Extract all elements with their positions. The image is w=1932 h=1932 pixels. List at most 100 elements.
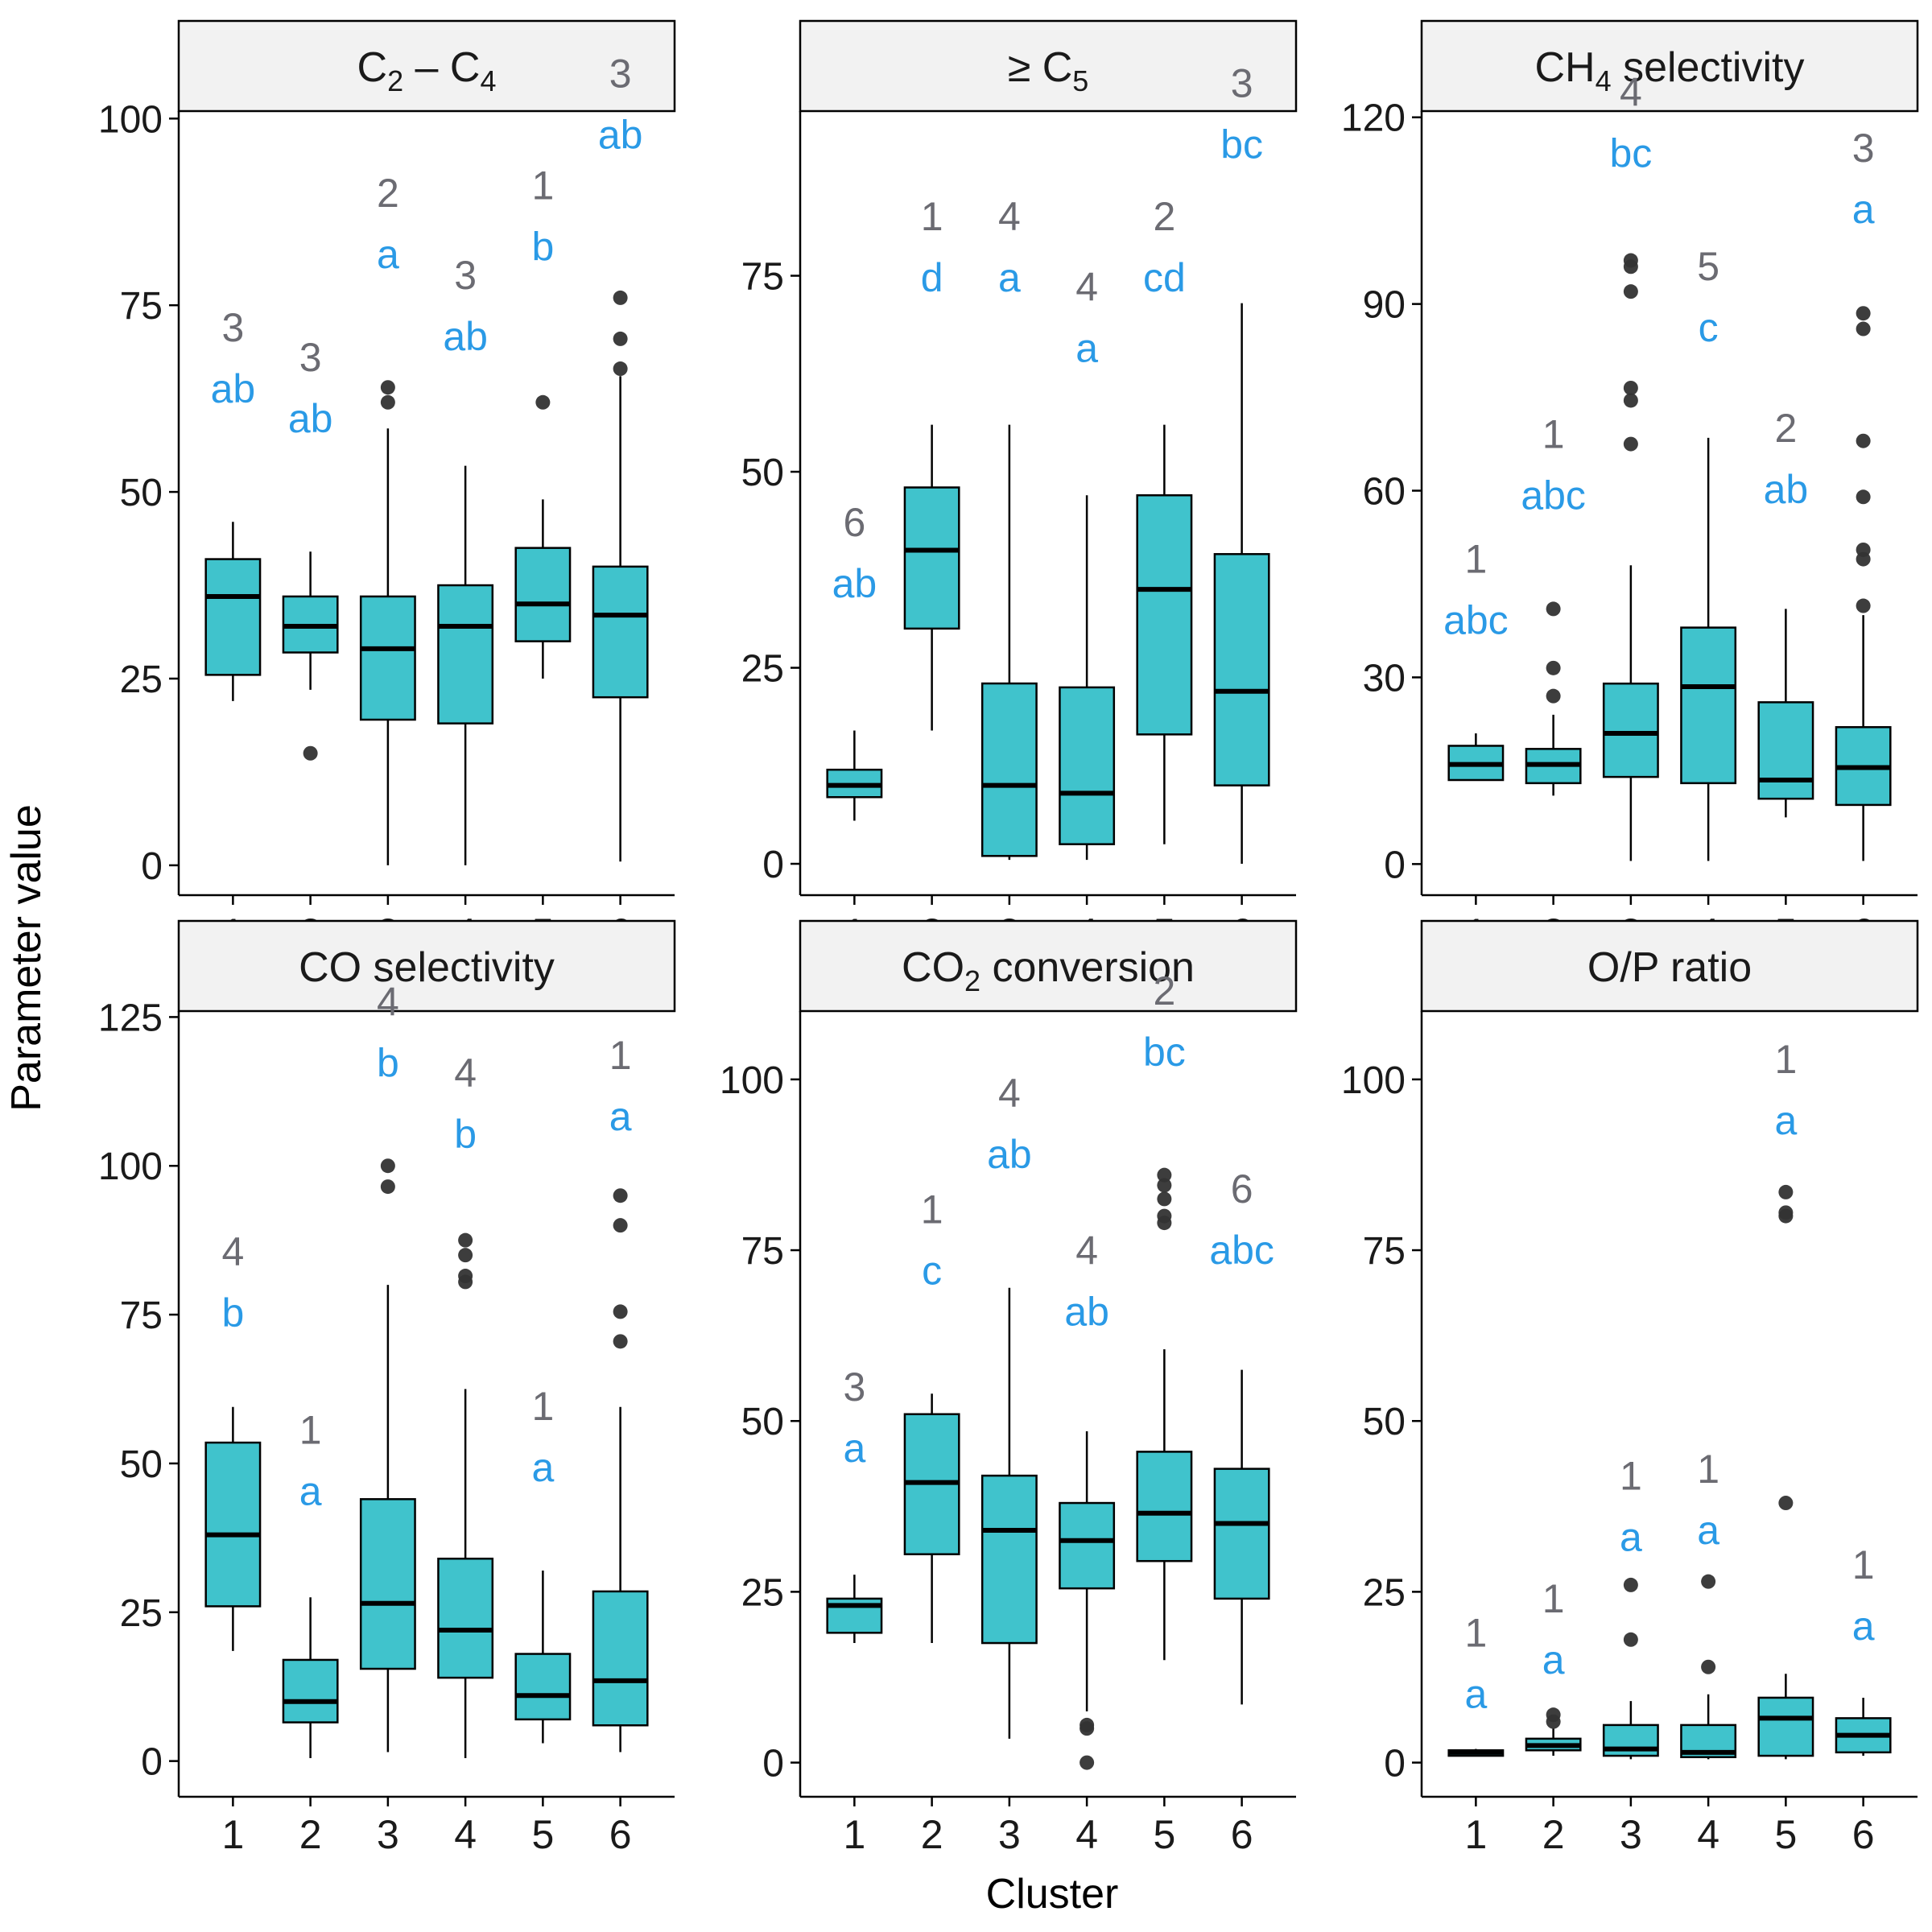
box-cluster-3: b4 <box>359 979 416 1752</box>
group-letter: ab <box>443 314 488 359</box>
group-count: 4 <box>377 979 399 1024</box>
y-tick-label: 75 <box>1363 1230 1406 1273</box>
box-cluster-4: b4 <box>437 1051 494 1758</box>
y-tick-label: 0 <box>762 1743 784 1785</box>
group-letter: b <box>221 1290 244 1335</box>
group-count: 6 <box>1231 1166 1253 1212</box>
outlier-point <box>1157 1178 1172 1193</box>
facet-title-part: 5 <box>1072 64 1088 97</box>
outlier-point <box>1778 1496 1794 1511</box>
outlier-point <box>1623 284 1638 299</box>
outlier-point <box>458 1248 473 1263</box>
facet-strip <box>177 919 676 1013</box>
box-cluster-3: a4 <box>980 194 1038 861</box>
facet-strip <box>1420 919 1919 1013</box>
group-letter: a <box>609 1094 632 1139</box>
box-cluster-2: a1 <box>282 1408 339 1758</box>
group-count: 3 <box>609 51 632 96</box>
outlier-point <box>380 1179 395 1195</box>
y-tick-label: 25 <box>741 648 784 691</box>
y-tick-label: 25 <box>1363 1571 1406 1614</box>
outlier-point <box>1856 306 1871 321</box>
group-count: 1 <box>1542 412 1565 457</box>
box-cluster-6: abc 6 <box>1209 1166 1274 1705</box>
group-letter: c <box>922 1248 942 1293</box>
group-count: 1 <box>921 1187 943 1232</box>
box-cluster-2: c1 <box>903 1187 960 1644</box>
outlier-point <box>1856 321 1871 336</box>
facet-title: CH4 selectivity <box>1535 44 1805 97</box>
box-cluster-4: c5 <box>1680 244 1737 861</box>
group-letter: ab <box>1064 1289 1109 1334</box>
y-tick-label: 125 <box>98 997 163 1039</box>
group-count: 1 <box>1774 1037 1797 1082</box>
group-letter: c <box>1699 305 1719 350</box>
x-tick-label: 4 <box>1075 1812 1098 1857</box>
x-tick-label: 2 <box>299 1812 322 1857</box>
x-tick-label: 3 <box>1620 1812 1642 1857</box>
outlier-point <box>1856 542 1871 557</box>
group-count: 1 <box>609 1033 632 1078</box>
group-letter: a <box>1464 1672 1487 1717</box>
facet-panel-2: ≥ C50255075123456ab6d1a4a4cd2bc3 <box>741 19 1298 956</box>
y-tick-label: 50 <box>120 1443 163 1486</box>
outlier-point <box>1080 1755 1095 1770</box>
box-cluster-5: a1 <box>1757 1037 1814 1760</box>
box-iqr <box>980 682 1038 857</box>
box-cluster-2: d1 <box>903 194 960 731</box>
group-count: 4 <box>454 1051 477 1096</box>
facet-title-part: conversion <box>980 944 1195 991</box>
group-count: 1 <box>1620 1453 1642 1498</box>
y-tick-label: 60 <box>1363 471 1406 514</box>
box-iqr <box>903 486 960 630</box>
box-iqr <box>1136 1451 1193 1563</box>
group-letter: a <box>1852 187 1875 232</box>
facet-title-part: 2 <box>964 964 980 997</box>
outlier-point <box>1856 489 1871 505</box>
facet-strip <box>799 19 1298 113</box>
x-tick-label: 2 <box>921 1812 943 1857</box>
x-tick-label: 5 <box>531 1812 554 1857</box>
facet-strip <box>799 919 1298 1013</box>
box-cluster-6: a1 <box>1835 1542 1892 1757</box>
x-tick-label: 1 <box>1464 1812 1487 1857</box>
group-letter: abc <box>1209 1228 1274 1273</box>
group-count: 1 <box>1697 1447 1719 1492</box>
facet-title-part: selectivity <box>1612 44 1805 91</box>
outlier-point <box>458 1269 473 1284</box>
facet-title-part: CO <box>902 944 964 991</box>
box-iqr <box>1059 686 1116 845</box>
facet-panels: C2 – C40255075100123456ab3ab3a2ab3b1ab3≥… <box>98 19 1919 1857</box>
y-tick-label: 75 <box>120 1294 163 1337</box>
box-cluster-6: ab 3 <box>592 51 649 862</box>
group-count: 1 <box>531 163 554 208</box>
group-letter: a <box>1620 1514 1642 1559</box>
group-letter: ab <box>987 1132 1032 1177</box>
group-letter: a <box>1852 1604 1875 1649</box>
facet-title: CO2 conversion <box>902 944 1195 997</box>
group-letter: ab <box>832 561 877 606</box>
y-tick-label: 25 <box>120 1592 163 1635</box>
box-iqr <box>592 1590 649 1727</box>
facet-title-part: 2 <box>387 64 403 97</box>
outlier-point <box>1080 1717 1095 1732</box>
outlier-point <box>535 394 551 410</box>
box-iqr <box>1757 701 1814 800</box>
group-count: 1 <box>1852 1542 1875 1587</box>
facet-panel-1: C2 – C40255075100123456ab3ab3a2ab3b1ab3 <box>98 19 676 956</box>
y-tick-label: 75 <box>120 285 163 328</box>
facet-strip <box>1420 19 1919 113</box>
box-cluster-1: abc 1 <box>1443 536 1509 782</box>
x-tick-label: 4 <box>454 1812 477 1857</box>
box-cluster-6: bc 3 <box>1213 60 1270 865</box>
outlier-point <box>1623 1632 1638 1647</box>
box-cluster-3: bc 4 <box>1602 70 1659 861</box>
group-count: 5 <box>1697 244 1719 289</box>
x-tick-label: 3 <box>998 1812 1021 1857</box>
y-tick-label: 25 <box>120 658 163 701</box>
box-iqr <box>1213 553 1270 786</box>
box-iqr <box>282 1658 339 1724</box>
outlier-point <box>1778 1205 1794 1220</box>
